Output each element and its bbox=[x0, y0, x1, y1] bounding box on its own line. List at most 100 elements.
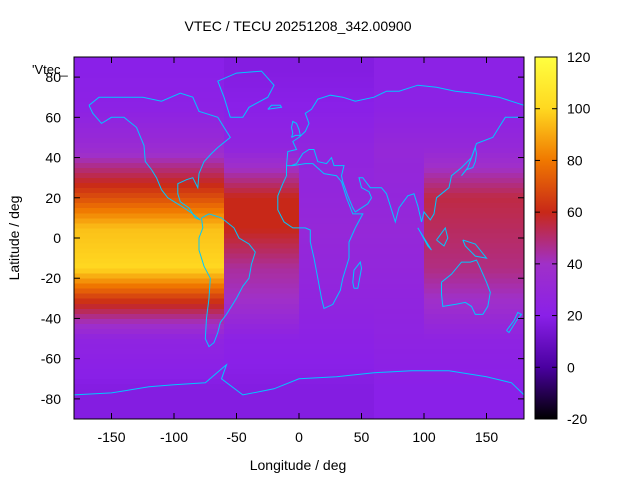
heatmap-cell bbox=[349, 368, 356, 375]
heatmap-cell bbox=[205, 248, 212, 254]
heatmap-cell bbox=[142, 353, 150, 360]
heatmap-cell bbox=[355, 57, 362, 63]
heatmap-cell bbox=[317, 107, 325, 113]
heatmap-cell bbox=[499, 197, 506, 204]
heatmap-cell bbox=[205, 403, 212, 410]
heatmap-cell bbox=[255, 87, 262, 93]
heatmap-cell bbox=[424, 343, 431, 350]
heatmap-cell bbox=[224, 308, 231, 314]
heatmap-cell bbox=[436, 358, 444, 365]
heatmap-cell bbox=[286, 248, 294, 254]
heatmap-cell bbox=[167, 97, 175, 103]
heatmap-cell bbox=[405, 238, 412, 244]
heatmap-cell bbox=[467, 328, 475, 334]
heatmap-cell bbox=[224, 172, 231, 179]
heatmap-cell bbox=[86, 142, 94, 148]
heatmap-cell bbox=[449, 413, 456, 420]
heatmap-cell bbox=[149, 227, 156, 234]
heatmap-cell bbox=[311, 202, 319, 209]
heatmap-cell bbox=[99, 112, 106, 118]
heatmap-cell bbox=[136, 388, 144, 395]
heatmap-cell bbox=[330, 202, 337, 209]
heatmap-cell bbox=[186, 343, 194, 350]
heatmap-cell bbox=[305, 268, 312, 274]
heatmap-cell bbox=[261, 157, 269, 163]
heatmap-cell bbox=[255, 333, 262, 339]
heatmap-cell bbox=[317, 328, 325, 334]
heatmap-cell bbox=[361, 408, 369, 415]
heatmap-cell bbox=[330, 383, 337, 390]
heatmap-cell bbox=[467, 283, 475, 289]
heatmap-cell bbox=[224, 338, 231, 344]
heatmap-cell bbox=[286, 157, 294, 163]
heatmap-cell bbox=[105, 107, 112, 113]
heatmap-cell bbox=[499, 268, 506, 274]
heatmap-cell bbox=[74, 82, 81, 88]
heatmap-cell bbox=[249, 97, 256, 103]
heatmap-cell bbox=[167, 248, 175, 254]
heatmap-cell bbox=[267, 157, 275, 163]
heatmap-cell bbox=[474, 87, 481, 93]
heatmap-cell bbox=[311, 243, 319, 249]
heatmap-cell bbox=[167, 182, 175, 189]
heatmap-cell bbox=[130, 182, 137, 189]
heatmap-cell bbox=[255, 408, 262, 415]
heatmap-cell bbox=[130, 353, 137, 360]
heatmap-cell bbox=[392, 182, 400, 189]
heatmap-cell bbox=[99, 388, 106, 395]
heatmap-cell bbox=[336, 313, 344, 319]
heatmap-cell bbox=[355, 273, 362, 279]
heatmap-cell bbox=[449, 182, 456, 189]
heatmap-cell bbox=[330, 398, 337, 405]
heatmap-cell bbox=[136, 187, 144, 194]
heatmap-cell bbox=[324, 107, 331, 113]
heatmap-cell bbox=[367, 328, 375, 334]
heatmap-cell bbox=[367, 323, 375, 329]
heatmap-cell bbox=[342, 77, 350, 83]
heatmap-cell bbox=[311, 87, 319, 93]
heatmap-cell bbox=[136, 117, 144, 123]
heatmap-cell bbox=[330, 308, 337, 314]
heatmap-cell bbox=[467, 127, 475, 133]
heatmap-cell bbox=[455, 107, 462, 113]
heatmap-cell bbox=[492, 363, 500, 370]
heatmap-cell bbox=[424, 278, 431, 284]
heatmap-cell bbox=[205, 253, 212, 259]
heatmap-cell bbox=[336, 127, 344, 133]
heatmap-cell bbox=[336, 167, 344, 174]
heatmap-cell bbox=[261, 182, 269, 189]
heatmap-cell bbox=[199, 388, 206, 395]
heatmap-cell bbox=[492, 77, 500, 83]
heatmap-cell bbox=[461, 92, 469, 98]
heatmap-cell bbox=[361, 102, 369, 108]
heatmap-cell bbox=[130, 333, 137, 339]
heatmap-cell bbox=[274, 333, 281, 339]
heatmap-cell bbox=[417, 107, 425, 113]
heatmap-cell bbox=[211, 323, 219, 329]
heatmap-cell bbox=[492, 343, 500, 350]
heatmap-cell bbox=[442, 142, 450, 148]
heatmap-cell bbox=[317, 363, 325, 370]
heatmap-cell bbox=[455, 122, 462, 128]
heatmap-cell bbox=[442, 378, 450, 385]
heatmap-cell bbox=[424, 132, 431, 138]
heatmap-cell bbox=[430, 77, 437, 83]
heatmap-cell bbox=[255, 243, 262, 249]
heatmap-cell bbox=[192, 147, 200, 153]
heatmap-cell bbox=[211, 202, 219, 209]
heatmap-cell bbox=[342, 258, 350, 264]
heatmap-cell bbox=[261, 388, 269, 395]
heatmap-cell bbox=[155, 373, 162, 380]
heatmap-cell bbox=[236, 363, 244, 370]
heatmap-cell bbox=[92, 62, 100, 68]
heatmap-cell bbox=[492, 62, 500, 68]
heatmap-cell bbox=[199, 182, 206, 189]
heatmap-cell bbox=[136, 102, 144, 108]
heatmap-cell bbox=[230, 353, 237, 360]
heatmap-cell bbox=[217, 368, 225, 375]
heatmap-cell bbox=[499, 348, 506, 355]
heatmap-cell bbox=[192, 413, 200, 420]
heatmap-cell bbox=[480, 413, 487, 420]
heatmap-cell bbox=[205, 182, 212, 189]
heatmap-cell bbox=[180, 358, 187, 365]
